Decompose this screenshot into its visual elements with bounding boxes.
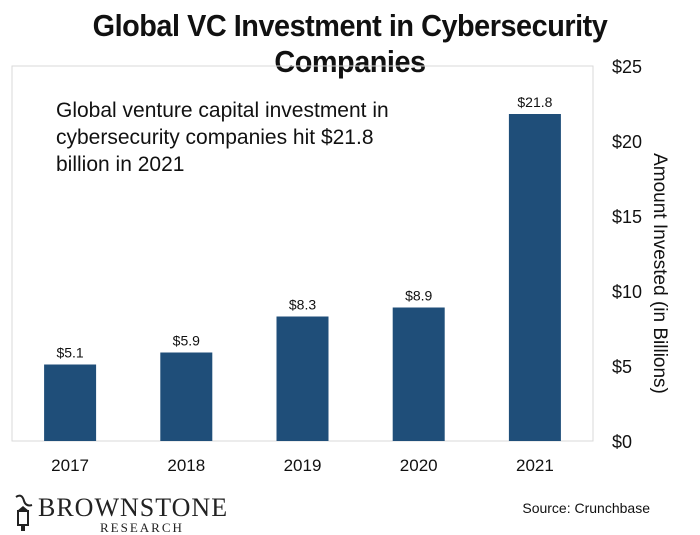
source-note: Source: Crunchbase [522,500,650,516]
chart-annotation: Global venture capital investment in cyb… [56,99,389,176]
y-tick-label: $20 [612,132,642,152]
x-tick-label: 2020 [400,456,438,475]
data-label: $8.3 [289,297,316,313]
y-tick-label: $0 [612,432,632,452]
bar-2018 [160,352,213,441]
lantern-icon [15,494,33,531]
data-label: $21.8 [517,94,552,110]
y-tick-label: $10 [612,282,642,302]
bar-2021 [508,114,561,441]
logo-subtext: RESEARCH [100,520,184,535]
y-tick-label: $5 [612,357,632,377]
x-tick-label: 2019 [284,456,322,475]
data-label: $5.9 [173,333,200,349]
bar-2019 [276,316,329,441]
y-axis-label: Amount Invested (in Billions) [649,153,670,394]
y-tick-label: $25 [612,57,642,77]
x-tick-label: 2018 [167,456,205,475]
data-label: $5.1 [56,345,83,361]
data-label: $8.9 [405,288,432,304]
bar-2020 [392,307,445,441]
x-tick-label: 2017 [51,456,89,475]
bar-2017 [44,364,97,441]
x-tick-label: 2021 [516,456,554,475]
chart-title: Global VC Investment in Cybersecurity Co… [92,8,608,79]
logo-text: BROWNSTONE [38,493,229,522]
y-tick-label: $15 [612,207,642,227]
